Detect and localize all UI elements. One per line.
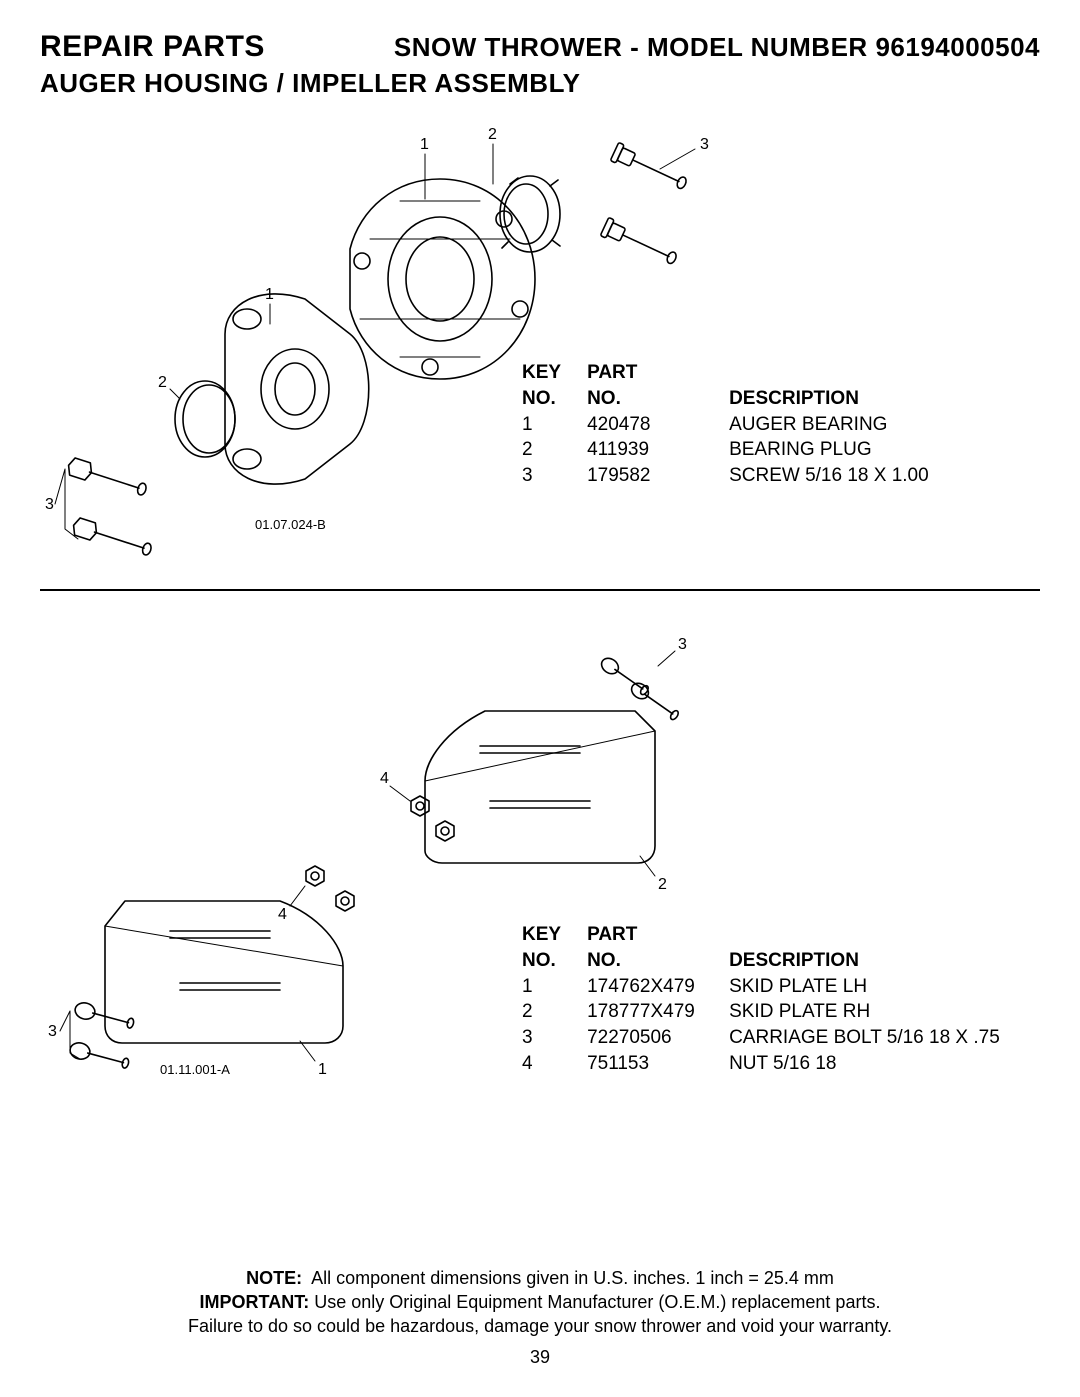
callout-1l: 1 — [265, 286, 274, 303]
callout-3l2: 3 — [48, 1023, 57, 1040]
page: REPAIR PARTS SNOW THROWER - MODEL NUMBER… — [0, 0, 1080, 1397]
hdr2-key-1: KEY — [522, 923, 585, 947]
section-skid-plate: 3 2 4 4 1 3 01.11.001-A KEY PART NO. NO.… — [40, 631, 1040, 1101]
header-row: REPAIR PARTS SNOW THROWER - MODEL NUMBER… — [40, 30, 1040, 64]
table-row: 3 72270506 CARRIAGE BOLT 5/16 18 X .75 — [522, 1026, 1024, 1050]
hdr-part-1: PART — [587, 361, 727, 385]
callout-3r: 3 — [700, 136, 709, 153]
note-label: NOTE: — [246, 1268, 302, 1288]
callout-3r2: 3 — [678, 636, 687, 653]
callout-1l2: 1 — [318, 1061, 327, 1078]
parts-table-2: KEY PART NO. NO. DESCRIPTION 1 174762X47… — [520, 921, 1026, 1078]
table-row: 2 411939 BEARING PLUG — [522, 438, 953, 462]
model-line: SNOW THROWER - MODEL NUMBER 96194000504 — [394, 32, 1040, 63]
model-prefix: SNOW THROWER - MODEL NUMBER — [394, 32, 868, 62]
callout-2r2: 2 — [658, 876, 667, 893]
footer-warning: Failure to do so could be hazardous, dam… — [0, 1314, 1080, 1338]
hdr-desc: DESCRIPTION — [729, 387, 953, 411]
assembly-title: AUGER HOUSING / IMPELLER ASSEMBLY — [40, 68, 1040, 99]
drawing-ref-2: 01.11.001-A — [160, 1062, 230, 1077]
hdr2-part-2: NO. — [587, 949, 727, 973]
model-number: 96194000504 — [875, 32, 1040, 62]
important-text: Use only Original Equipment Manufacturer… — [314, 1292, 880, 1312]
hdr-key-2: NO. — [522, 387, 585, 411]
hdr2-key-2: NO. — [522, 949, 585, 973]
callout-4r2: 4 — [380, 770, 389, 787]
parts-table-1: KEY PART NO. NO. DESCRIPTION 1 420478 AU… — [520, 359, 955, 490]
hdr-part-2: NO. — [587, 387, 727, 411]
important-label: IMPORTANT: — [200, 1292, 310, 1312]
footer-important: IMPORTANT: Use only Original Equipment M… — [0, 1290, 1080, 1314]
diagram-auger-bearing: 1 2 3 1 2 3 01.07.024-B — [40, 99, 740, 569]
hdr-key-1: KEY — [522, 361, 585, 385]
callout-2r: 2 — [488, 126, 497, 143]
note-text: All component dimensions given in U.S. i… — [311, 1268, 834, 1288]
section-auger-bearing: 1 2 3 1 2 3 01.07.024-B KEY PART NO. NO.… — [40, 99, 1040, 579]
footer: NOTE: All component dimensions given in … — [0, 1266, 1080, 1369]
callout-2l: 2 — [158, 374, 167, 391]
table-row: 1 420478 AUGER BEARING — [522, 413, 953, 437]
table-row: 4 751153 NUT 5/16 18 — [522, 1052, 1024, 1076]
divider — [40, 589, 1040, 591]
callout-3l: 3 — [45, 496, 54, 513]
table-row: 1 174762X479 SKID PLATE LH — [522, 975, 1024, 999]
callout-1r: 1 — [420, 136, 429, 153]
callout-4l2: 4 — [278, 906, 287, 923]
table-row: 3 179582 SCREW 5/16 18 X 1.00 — [522, 464, 953, 488]
hdr2-desc: DESCRIPTION — [729, 949, 1024, 973]
footer-note: NOTE: All component dimensions given in … — [0, 1266, 1080, 1290]
repair-parts-title: REPAIR PARTS — [40, 30, 265, 64]
hdr2-part-1: PART — [587, 923, 727, 947]
table-row: 2 178777X479 SKID PLATE RH — [522, 1000, 1024, 1024]
page-number: 39 — [0, 1345, 1080, 1369]
drawing-ref-1: 01.07.024-B — [255, 517, 326, 532]
